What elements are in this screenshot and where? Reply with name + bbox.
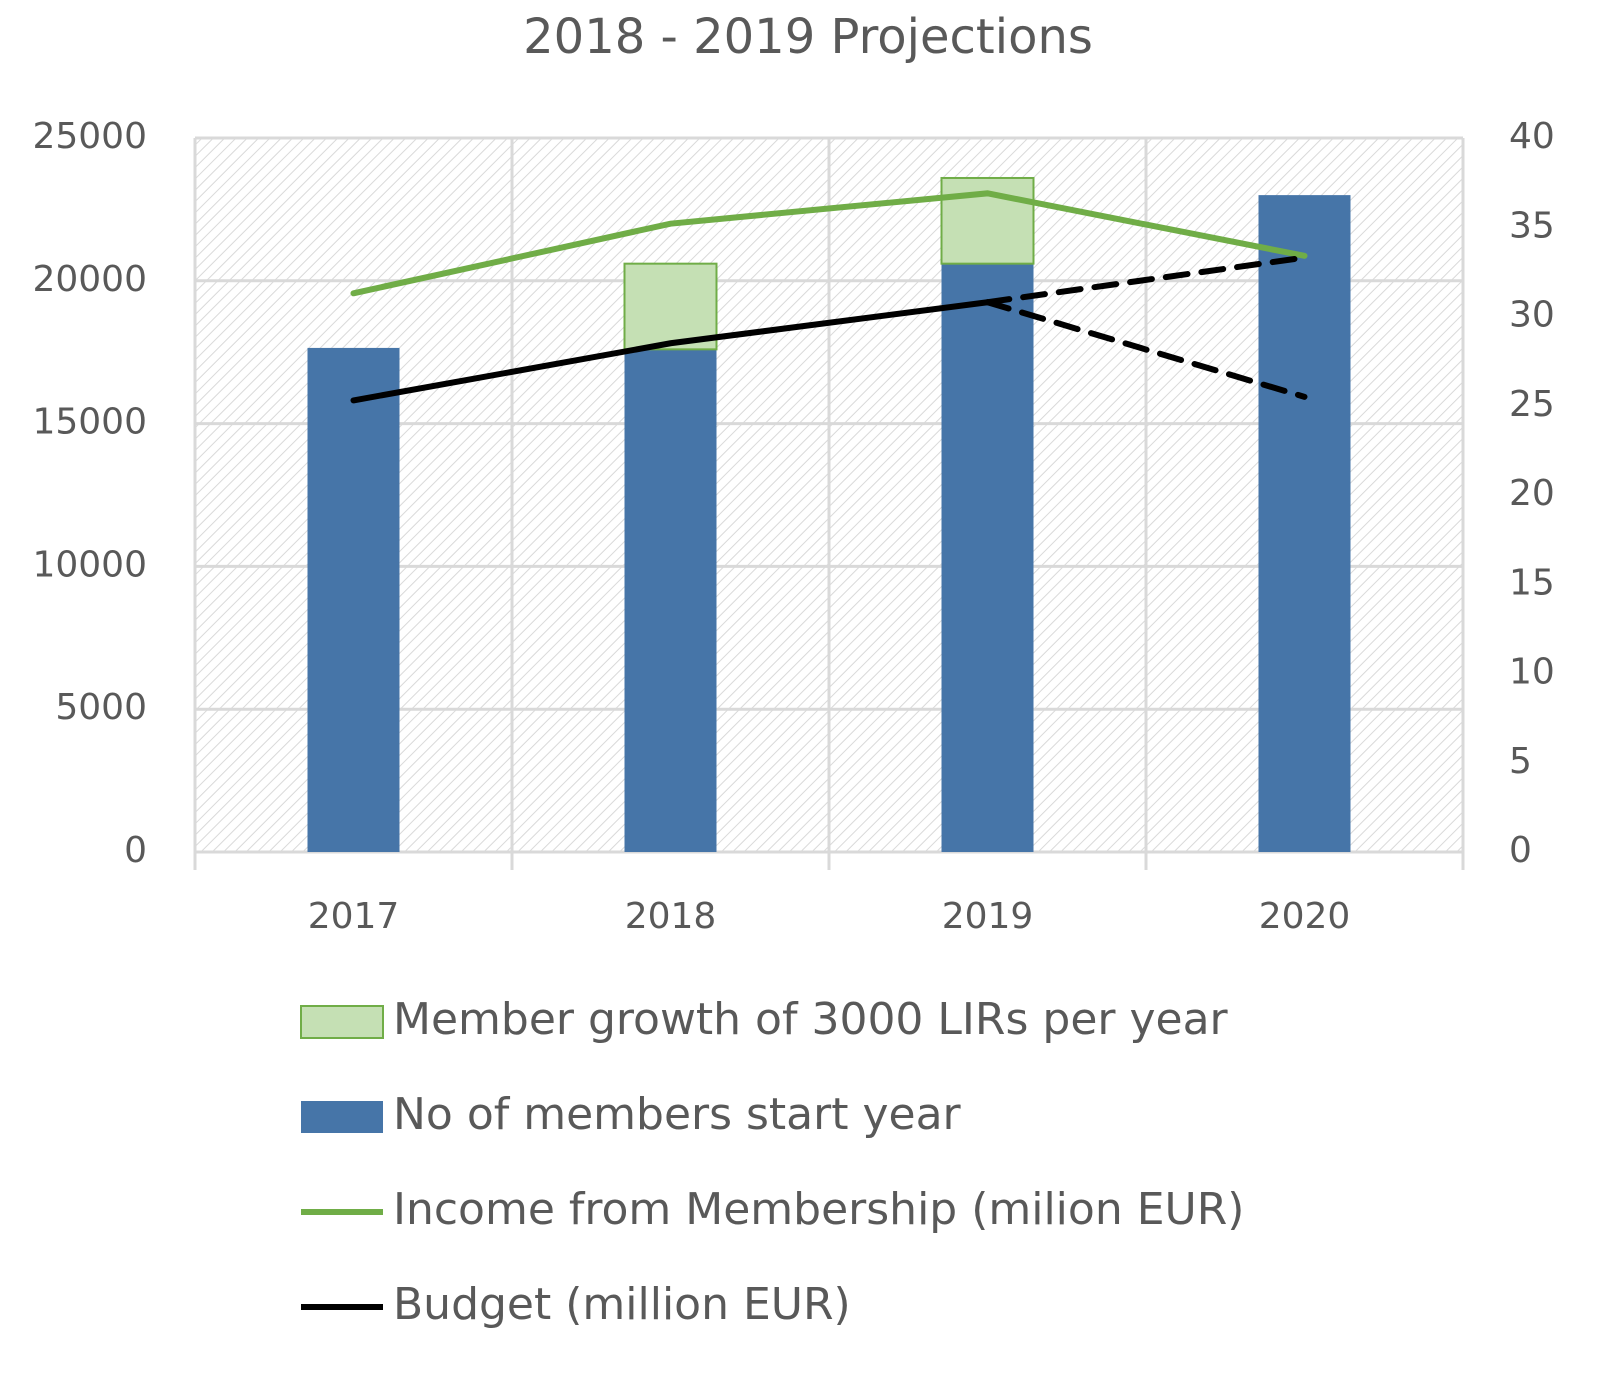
- line-series: [350, 190, 1308, 297]
- legend-swatch: [301, 1101, 383, 1133]
- chart-title: 2018 - 2019 Projections: [523, 9, 1093, 65]
- y2-tick-label: 20: [1509, 473, 1555, 514]
- legend-label: Member growth of 3000 LIRs per year: [393, 994, 1229, 1045]
- y2-tick-label: 40: [1509, 116, 1555, 157]
- y-tick-label: 20000: [32, 259, 147, 300]
- legend-label: Income from Membership (milion EUR): [393, 1184, 1244, 1235]
- line-series: [350, 299, 991, 404]
- y2-tick-label: 5: [1509, 741, 1532, 782]
- y2-tick-label: 35: [1509, 205, 1555, 246]
- x-tick-label: 2020: [1259, 896, 1351, 937]
- legend-swatch: [300, 1005, 384, 1039]
- y-tick-label: 10000: [32, 544, 147, 585]
- y-tick-label: 25000: [32, 116, 147, 157]
- x-tick-label: 2019: [942, 896, 1034, 937]
- bar: [623, 262, 718, 351]
- x-tick-label: 2018: [625, 896, 717, 937]
- legend-label: Budget (million EUR): [393, 1279, 851, 1330]
- bar: [941, 263, 1034, 852]
- bar: [307, 347, 400, 852]
- y-tick-label: 15000: [32, 402, 147, 443]
- x-tick-label: 2017: [308, 896, 400, 937]
- line-series: [984, 254, 1308, 306]
- y-tick-label: 0: [124, 830, 147, 871]
- y2-tick-label: 10: [1509, 652, 1555, 693]
- y2-tick-label: 0: [1509, 830, 1532, 871]
- legend-label: No of members start year: [393, 1089, 962, 1140]
- bar: [1258, 195, 1351, 852]
- y2-tick-label: 25: [1509, 384, 1555, 425]
- line-series: [984, 299, 1308, 400]
- bar: [624, 349, 717, 852]
- y2-tick-label: 15: [1509, 562, 1555, 603]
- y-tick-label: 5000: [55, 687, 147, 728]
- y2-tick-label: 30: [1509, 295, 1555, 336]
